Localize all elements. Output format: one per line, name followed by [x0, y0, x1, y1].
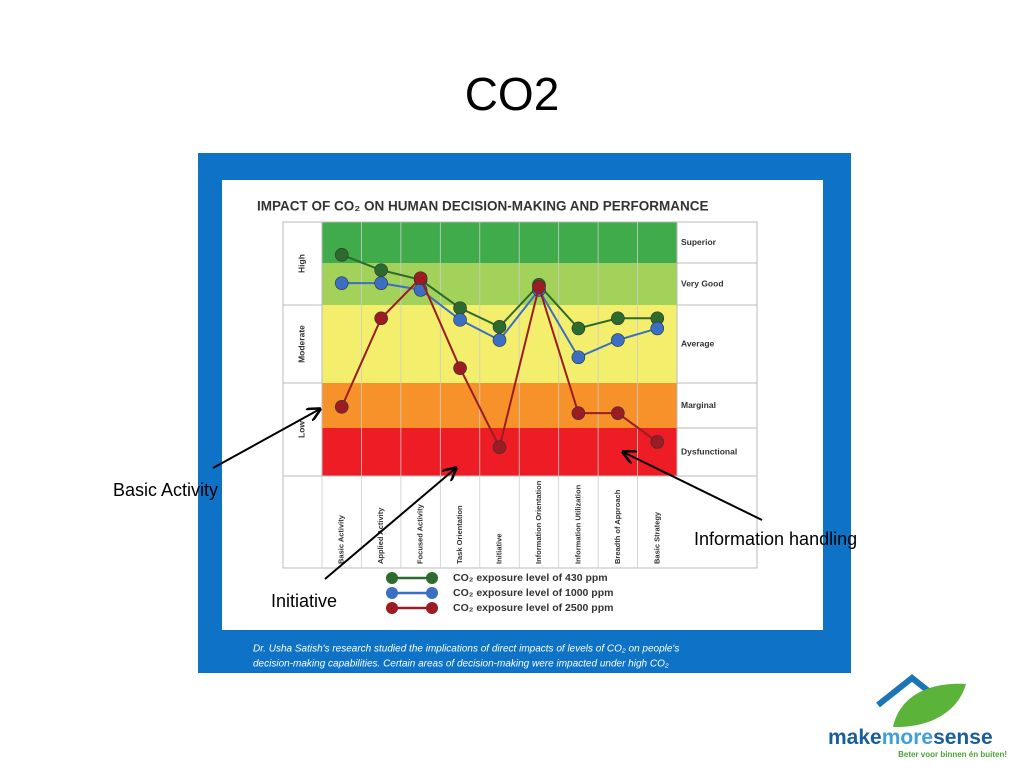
level-band [322, 383, 677, 428]
point [374, 276, 388, 290]
point [492, 320, 507, 334]
x-tick-label: Information Orientation [534, 480, 543, 564]
logo-leaf [893, 683, 966, 728]
point [453, 313, 467, 327]
point [571, 350, 586, 365]
point [374, 263, 388, 277]
level-cell [676, 382, 758, 429]
group-cell [282, 382, 323, 477]
point [453, 361, 467, 375]
x-tick-label: Task Orientation [455, 505, 464, 564]
x-tick-label: Applied Activity [376, 507, 385, 564]
legend-marker [386, 602, 398, 614]
plot-border [321, 221, 678, 477]
level-cell [676, 262, 758, 306]
point [334, 400, 349, 414]
level-label: Marginal [681, 400, 716, 410]
x-tick-label: Breadth of Approach [613, 489, 622, 564]
arrow [324, 468, 456, 580]
legend-label: CO₂ exposure level of 430 ppm [453, 572, 608, 584]
legend-marker [386, 587, 398, 599]
point [492, 333, 507, 347]
arrow [212, 409, 320, 469]
caption-line: Dr. Usha Satish's research studied the i… [253, 644, 679, 655]
point [611, 333, 625, 347]
point [571, 321, 586, 336]
chart-title: IMPACT OF CO₂ ON HUMAN DECISION-MAKING A… [257, 199, 709, 214]
logo: makemoresense Beter voor binnen én buite… [828, 674, 1007, 759]
point [571, 406, 586, 420]
point [650, 321, 665, 336]
logo-text: makemoresense [828, 726, 993, 749]
annotation: Basic Activity [113, 480, 218, 500]
level-label: Very Good [681, 278, 724, 288]
logo-tagline: Beter voor binnen én buiten! [898, 750, 1007, 759]
point [532, 280, 546, 294]
group-cell [282, 304, 323, 384]
point [492, 440, 507, 455]
x-tick-label: Basic Activity [337, 514, 346, 564]
arrow [623, 452, 763, 521]
plot: Dysfunctional Marginal Average Very Good Sup… [282, 221, 758, 614]
legend-label: CO₂ exposure level of 1000 ppm [453, 587, 613, 599]
point [453, 301, 467, 315]
legend-marker [386, 572, 398, 584]
x-tick-label: Focused Activity [416, 503, 425, 564]
category-row [282, 475, 758, 569]
x-tick-label: Information Utilization [573, 484, 582, 564]
group-label: Low [296, 421, 306, 438]
group-label: Moderate [296, 325, 306, 363]
point [374, 311, 388, 326]
level-band [322, 222, 677, 263]
legend-marker [426, 587, 438, 599]
level-cell [676, 221, 758, 264]
point [334, 276, 349, 290]
level-cell [676, 304, 758, 384]
x-tick-label: Basic Strategy [652, 511, 661, 564]
group-label: High [296, 254, 306, 273]
legend-marker [426, 602, 438, 614]
level-label: Dysfunctional [681, 446, 737, 456]
group-cell [282, 221, 323, 306]
point [413, 271, 428, 285]
slide-title: CO2 [465, 68, 560, 120]
point [611, 311, 625, 326]
point [650, 435, 665, 449]
level-label: Average [681, 338, 715, 348]
level-cell [676, 427, 758, 477]
annotation: Initiative [271, 591, 337, 611]
x-tick-label: Initiative [494, 534, 503, 564]
point [334, 248, 349, 262]
caption-line: decision-making capabilities. Certain ar… [253, 659, 669, 670]
annotation: Information handling [694, 529, 857, 549]
point [611, 406, 625, 420]
legend-label: CO₂ exposure level of 2500 ppm [453, 602, 613, 614]
legend-marker [426, 572, 438, 584]
level-label: Superior [681, 237, 717, 247]
